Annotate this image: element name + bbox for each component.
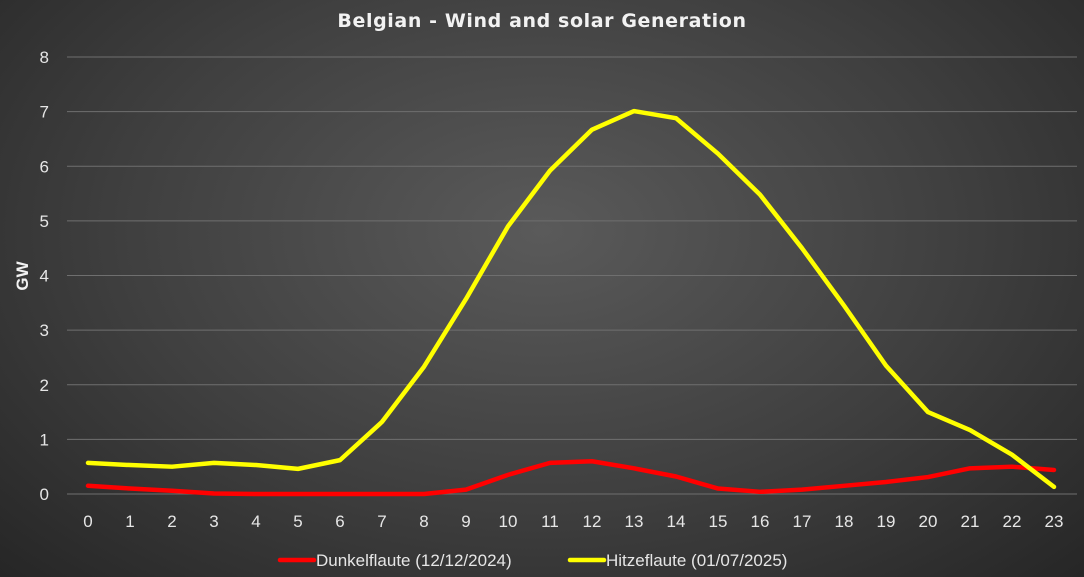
x-tick-label: 18 <box>835 512 854 531</box>
y-tick-label: 0 <box>40 485 49 504</box>
x-tick-label: 13 <box>625 512 644 531</box>
x-tick-label: 19 <box>877 512 896 531</box>
x-tick-label: 4 <box>251 512 260 531</box>
legend-label: Hitzeflaute (01/07/2025) <box>606 551 787 570</box>
x-tick-label: 16 <box>751 512 770 531</box>
x-tick-label: 2 <box>167 512 176 531</box>
series-lines <box>85 108 1057 497</box>
y-tick-label: 1 <box>40 430 49 449</box>
x-tick-label: 17 <box>793 512 812 531</box>
x-tick-label: 0 <box>83 512 92 531</box>
x-tick-label: 14 <box>667 512 686 531</box>
y-tick-label: 2 <box>40 376 49 395</box>
x-tick-label: 20 <box>919 512 938 531</box>
y-tick-label: 3 <box>40 321 49 340</box>
x-tick-label: 10 <box>499 512 518 531</box>
gridlines <box>67 56 1077 495</box>
x-tick-label: 8 <box>419 512 428 531</box>
x-tick-label: 11 <box>541 512 559 531</box>
x-tick-label: 5 <box>293 512 302 531</box>
legend-label: Dunkelflaute (12/12/2024) <box>316 551 512 570</box>
x-tick-label: 6 <box>335 512 344 531</box>
x-tick-label: 23 <box>1045 512 1064 531</box>
series-line-0 <box>85 458 1057 497</box>
x-tick-label: 22 <box>1003 512 1022 531</box>
x-axis-ticks: 0 1 2 3 4 5 6 7 8 9 10 11 12 13 14 15 16 17 18 19 20 21 22 23 <box>83 512 1063 531</box>
x-tick-label: 12 <box>583 512 602 531</box>
y-tick-label: 6 <box>40 157 49 176</box>
y-axis-label: GW <box>13 260 32 290</box>
x-tick-label: 7 <box>377 512 386 531</box>
y-axis-ticks: 0 1 2 3 4 5 6 7 8 <box>40 48 49 504</box>
y-tick-label: 8 <box>40 48 49 67</box>
x-tick-label: 15 <box>709 512 728 531</box>
x-tick-label: 1 <box>125 512 134 531</box>
y-tick-label: 4 <box>40 267 49 286</box>
series-line-1 <box>85 108 1057 490</box>
legend: Dunkelflaute (12/12/2024) Hitzeflaute (01… <box>277 551 787 570</box>
chart-title: Belgian - Wind and solar Generation <box>337 10 746 32</box>
x-tick-label: 21 <box>961 512 980 531</box>
y-tick-label: 7 <box>40 103 49 122</box>
x-tick-label: 3 <box>209 512 218 531</box>
x-tick-label: 9 <box>461 512 470 531</box>
y-tick-label: 5 <box>40 212 49 231</box>
